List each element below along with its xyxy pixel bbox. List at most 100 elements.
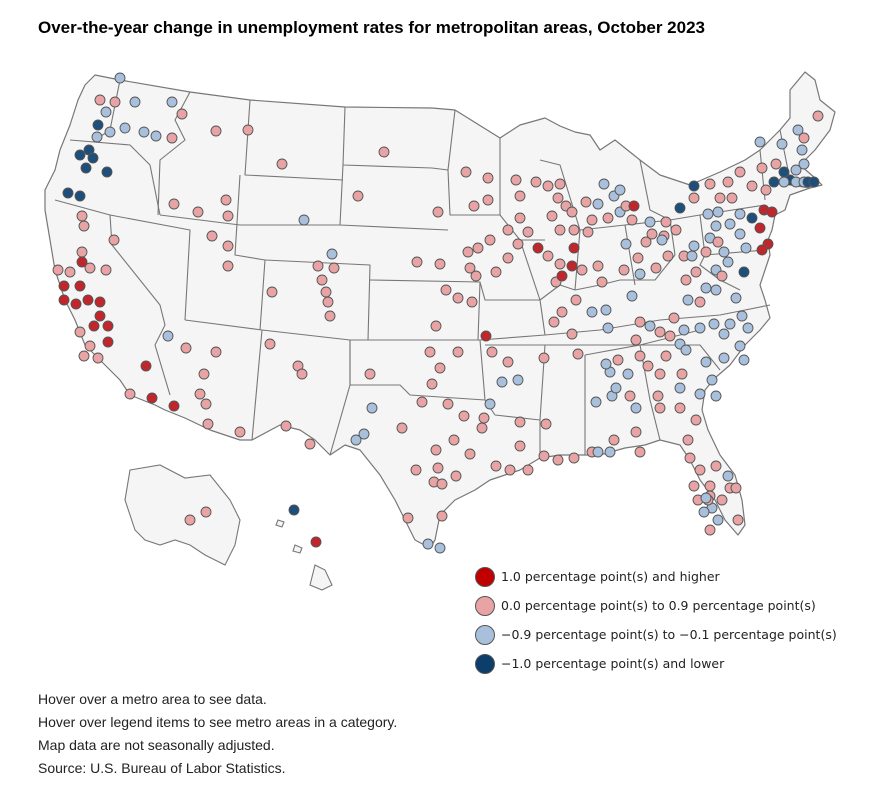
metro-mid-positive[interactable] xyxy=(634,446,646,458)
metro-mid-positive[interactable] xyxy=(630,426,642,438)
metro-mid-positive[interactable] xyxy=(280,420,292,432)
metro-mid-positive[interactable] xyxy=(462,246,474,258)
legend-item-mid-positive[interactable]: 0.0 percentage point(s) to 0.9 percentag… xyxy=(475,591,837,620)
metro-mid-positive[interactable] xyxy=(554,178,566,190)
metro-mid-positive[interactable] xyxy=(688,192,700,204)
metro-mid-positive[interactable] xyxy=(432,206,444,218)
metro-mid-positive[interactable] xyxy=(674,402,686,414)
metro-mid-positive[interactable] xyxy=(328,262,340,274)
metro-mid-positive[interactable] xyxy=(210,346,222,358)
metro-mid-positive[interactable] xyxy=(700,246,712,258)
metro-mid-negative[interactable] xyxy=(700,356,712,368)
metro-low[interactable] xyxy=(74,149,86,161)
metro-mid-positive[interactable] xyxy=(634,316,646,328)
metro-mid-positive[interactable] xyxy=(746,180,758,192)
metro-mid-positive[interactable] xyxy=(52,264,64,276)
metro-mid-negative[interactable] xyxy=(738,354,750,366)
metro-mid-positive[interactable] xyxy=(552,192,564,204)
metro-mid-negative[interactable] xyxy=(734,340,746,352)
metro-mid-positive[interactable] xyxy=(566,206,578,218)
metro-mid-positive[interactable] xyxy=(200,506,212,518)
metro-mid-positive[interactable] xyxy=(554,258,566,270)
metro-mid-negative[interactable] xyxy=(114,72,126,84)
metro-mid-negative[interactable] xyxy=(604,446,616,458)
metro-mid-negative[interactable] xyxy=(634,268,646,280)
metro-mid-positive[interactable] xyxy=(320,286,332,298)
metro-mid-negative[interactable] xyxy=(600,304,612,316)
metro-high[interactable] xyxy=(88,320,100,332)
metro-high[interactable] xyxy=(102,336,114,348)
metro-mid-positive[interactable] xyxy=(654,368,666,380)
metro-mid-positive[interactable] xyxy=(222,240,234,252)
metro-mid-negative[interactable] xyxy=(734,228,746,240)
metro-mid-positive[interactable] xyxy=(634,350,646,362)
metro-mid-negative[interactable] xyxy=(104,126,116,138)
metro-mid-negative[interactable] xyxy=(610,382,622,394)
metro-mid-negative[interactable] xyxy=(798,158,810,170)
metro-mid-positive[interactable] xyxy=(704,480,716,492)
metro-mid-positive[interactable] xyxy=(568,224,580,236)
metro-low[interactable] xyxy=(674,202,686,214)
metro-mid-negative[interactable] xyxy=(626,290,638,302)
legend-item-low[interactable]: −1.0 percentage point(s) and lower xyxy=(475,649,837,678)
metro-mid-negative[interactable] xyxy=(778,176,790,188)
metro-mid-negative[interactable] xyxy=(700,282,712,294)
metro-mid-positive[interactable] xyxy=(538,450,550,462)
metro-mid-positive[interactable] xyxy=(166,132,178,144)
metro-mid-positive[interactable] xyxy=(538,352,550,364)
metro-mid-negative[interactable] xyxy=(100,106,112,118)
metro-mid-positive[interactable] xyxy=(234,426,246,438)
metro-mid-positive[interactable] xyxy=(324,310,336,322)
metro-low[interactable] xyxy=(92,119,104,131)
metro-mid-positive[interactable] xyxy=(478,412,490,424)
metro-mid-positive[interactable] xyxy=(84,340,96,352)
metro-mid-positive[interactable] xyxy=(472,242,484,254)
metro-mid-positive[interactable] xyxy=(476,422,488,434)
metro-low[interactable] xyxy=(288,504,300,516)
metro-mid-positive[interactable] xyxy=(378,146,390,158)
metro-mid-positive[interactable] xyxy=(180,342,192,354)
metro-mid-negative[interactable] xyxy=(710,390,722,402)
metro-mid-negative[interactable] xyxy=(702,208,714,220)
metro-mid-positive[interactable] xyxy=(812,110,824,122)
metro-mid-positive[interactable] xyxy=(670,224,682,236)
metro-high[interactable] xyxy=(766,206,778,218)
metro-low[interactable] xyxy=(80,162,92,174)
metro-mid-positive[interactable] xyxy=(756,162,768,174)
metro-mid-positive[interactable] xyxy=(716,270,728,282)
metro-mid-negative[interactable] xyxy=(590,396,602,408)
metro-mid-positive[interactable] xyxy=(570,294,582,306)
metro-mid-positive[interactable] xyxy=(411,256,423,268)
metro-mid-positive[interactable] xyxy=(84,262,96,274)
metro-mid-negative[interactable] xyxy=(350,434,362,446)
metro-mid-positive[interactable] xyxy=(626,214,638,226)
metro-mid-positive[interactable] xyxy=(200,398,212,410)
metro-mid-negative[interactable] xyxy=(358,428,370,440)
metro-mid-positive[interactable] xyxy=(714,192,726,204)
metro-mid-positive[interactable] xyxy=(222,210,234,222)
metro-mid-positive[interactable] xyxy=(760,184,772,196)
metro-mid-positive[interactable] xyxy=(468,200,480,212)
metro-mid-positive[interactable] xyxy=(624,390,636,402)
metro-mid-positive[interactable] xyxy=(542,180,554,192)
metro-low[interactable] xyxy=(74,190,86,202)
metro-mid-positive[interactable] xyxy=(664,330,676,342)
metro-high[interactable] xyxy=(566,260,578,272)
metro-mid-positive[interactable] xyxy=(694,464,706,476)
metro-mid-negative[interactable] xyxy=(602,322,614,334)
metro-mid-positive[interactable] xyxy=(710,460,722,472)
metro-mid-positive[interactable] xyxy=(704,178,716,190)
metro-high[interactable] xyxy=(58,294,70,306)
metro-high[interactable] xyxy=(76,256,88,268)
metro-mid-positive[interactable] xyxy=(458,410,470,422)
metro-mid-positive[interactable] xyxy=(514,440,526,452)
metro-mid-positive[interactable] xyxy=(364,368,376,380)
metro-mid-positive[interactable] xyxy=(660,350,672,362)
metro-mid-positive[interactable] xyxy=(464,262,476,274)
metro-mid-positive[interactable] xyxy=(220,194,232,206)
metro-mid-positive[interactable] xyxy=(484,234,496,246)
metro-mid-positive[interactable] xyxy=(304,438,316,450)
metro-mid-positive[interactable] xyxy=(206,230,218,242)
metro-mid-positive[interactable] xyxy=(690,266,702,278)
metro-low[interactable] xyxy=(746,212,758,224)
